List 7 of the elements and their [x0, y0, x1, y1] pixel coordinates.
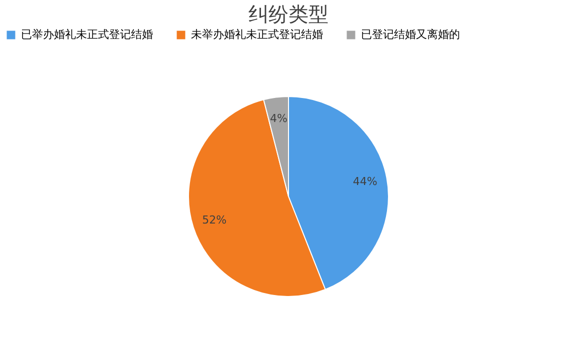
data-label: 44% [352, 174, 378, 188]
chart-title: 纠纷类型 [248, 2, 328, 26]
legend-label: 已登记结婚又离婚的 [361, 28, 460, 41]
data-label: 52% [202, 214, 227, 227]
data-label: 4% [270, 112, 288, 126]
legend-label: 已举办婚礼未正式登记结婚 [21, 28, 153, 41]
legend-label: 未举办婚礼未正式登记结婚 [191, 28, 323, 41]
